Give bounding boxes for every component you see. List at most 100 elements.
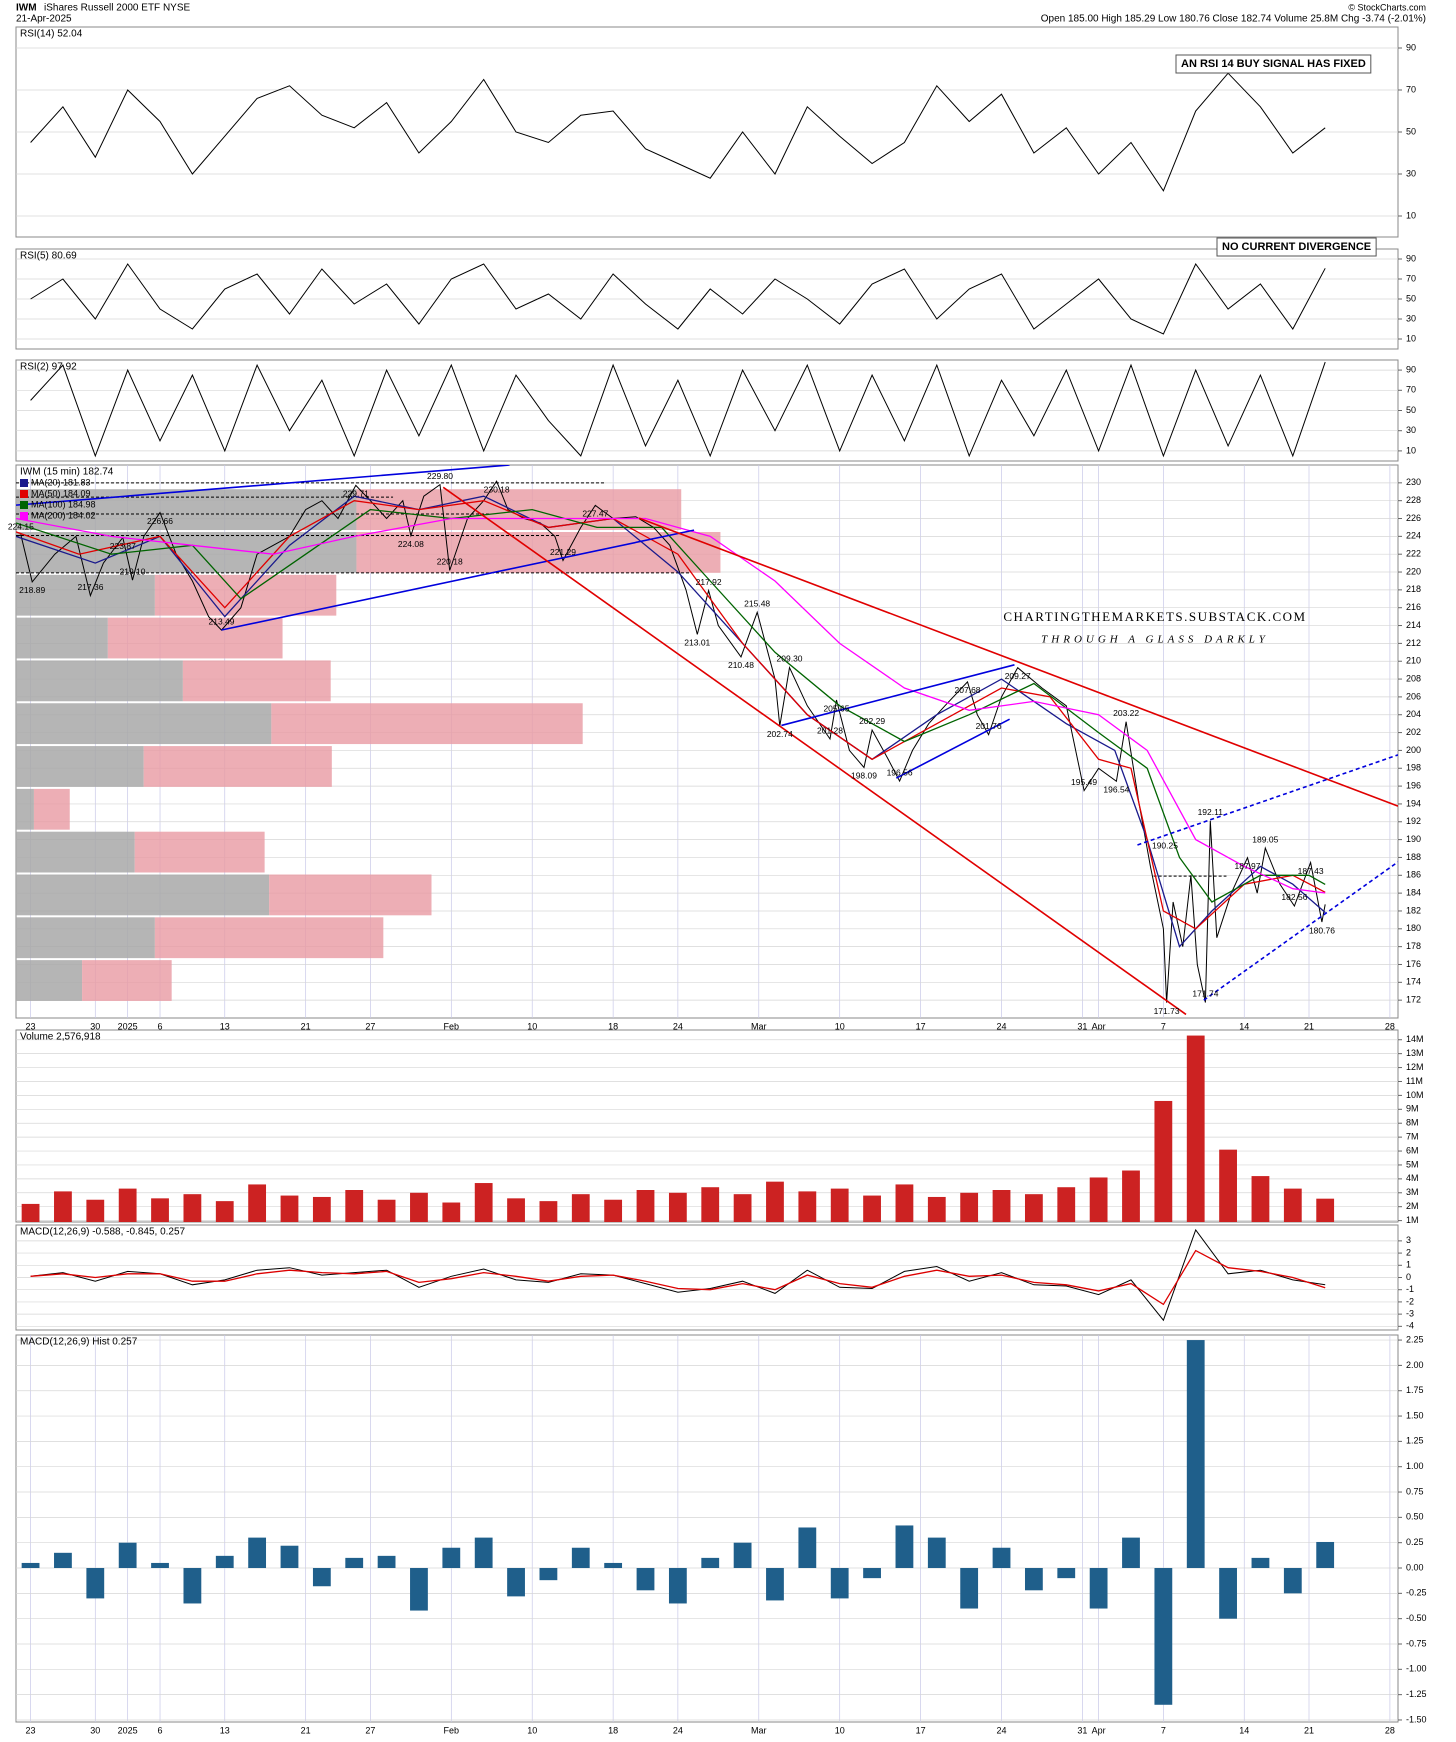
bar	[1122, 1170, 1140, 1222]
y-tick-label: 90	[1406, 42, 1416, 52]
y-tick-label: 180	[1406, 923, 1421, 933]
x-tick-label: 31	[1077, 1725, 1087, 1735]
bar	[21, 1562, 40, 1569]
y-tick-label: 30	[1406, 168, 1416, 178]
y-tick-label: 206	[1406, 691, 1421, 701]
bar	[248, 1184, 267, 1222]
price-annotation: 205.65	[823, 703, 849, 713]
panel-title: MACD(12,26,9) Hist 0.257	[20, 1337, 138, 1348]
x-tick-label: 21	[1304, 1021, 1314, 1031]
price-annotation: 220.18	[437, 557, 463, 567]
x-tick-label: Apr	[1092, 1021, 1106, 1031]
bar	[539, 1201, 558, 1222]
y-tick-label: 0.25	[1406, 1537, 1424, 1547]
price-annotation: 201.28	[817, 725, 843, 735]
y-tick-label: 184	[1406, 888, 1421, 898]
y-tick-label: 14M	[1406, 1034, 1424, 1044]
volume-by-price-down	[16, 788, 34, 830]
y-tick-label: 30	[1406, 313, 1416, 323]
x-tick-label: 7	[1161, 1021, 1166, 1031]
price-annotation: 196.54	[1103, 785, 1129, 795]
y-tick-label: 204	[1406, 709, 1421, 719]
y-tick-label: 220	[1406, 566, 1421, 576]
bar	[1251, 1176, 1270, 1222]
bar	[1219, 1149, 1237, 1222]
bar	[1251, 1557, 1270, 1569]
price-annotation: 213.49	[209, 616, 235, 626]
bar	[474, 1537, 493, 1569]
y-tick-label: 190	[1406, 834, 1421, 844]
x-tick-label: 13	[220, 1021, 230, 1031]
y-tick-label: 172	[1406, 995, 1421, 1005]
price-annotation: 223.87	[110, 541, 136, 551]
trendline	[895, 718, 1010, 779]
bar	[571, 1547, 590, 1569]
bar	[895, 1525, 914, 1569]
annotation-box	[1175, 54, 1372, 74]
x-tick-label: 6	[158, 1725, 163, 1735]
volume-by-price-down	[16, 574, 155, 616]
y-tick-label: -1	[1406, 1284, 1414, 1294]
volume-by-price-down	[16, 617, 108, 659]
bar	[54, 1191, 72, 1222]
x-tick-label: 2025	[118, 1725, 138, 1735]
y-tick-label: 3M	[1406, 1187, 1419, 1197]
price-annotation: 182.56	[1281, 892, 1307, 902]
price-annotation: 218.89	[19, 585, 45, 595]
volume-by-price-down	[16, 703, 272, 745]
volume-by-price-up	[82, 960, 172, 1001]
panel-title: Volume 2,576,918	[20, 1032, 101, 1043]
x-tick-label: 28	[1385, 1021, 1395, 1031]
x-tick-label: Mar	[751, 1725, 767, 1735]
y-tick-label: 200	[1406, 745, 1421, 755]
legend-entry: MA(20) 181.83	[31, 477, 91, 487]
x-tick-label: Feb	[444, 1021, 460, 1031]
price-annotation: 227.47	[582, 509, 608, 519]
bar	[1283, 1188, 1302, 1222]
price-annotation: 210.48	[728, 660, 754, 670]
bar	[183, 1568, 202, 1604]
y-tick-label: 50	[1406, 293, 1416, 303]
bar	[668, 1568, 687, 1604]
bar	[668, 1192, 687, 1222]
x-tick-label: 21	[301, 1021, 311, 1031]
y-tick-label: 7M	[1406, 1132, 1419, 1142]
trendline	[1203, 861, 1398, 1001]
y-tick-label: 198	[1406, 763, 1421, 773]
trendline	[1137, 754, 1398, 846]
y-tick-label: -2	[1406, 1296, 1414, 1306]
bar	[830, 1188, 849, 1222]
x-tick-label: 30	[90, 1725, 100, 1735]
volume-by-price-up	[107, 617, 283, 659]
panel-title: RSI(2) 97.92	[20, 362, 77, 373]
legend-entry: MA(100) 184.98	[31, 499, 96, 509]
bar	[604, 1562, 623, 1569]
bar	[118, 1188, 137, 1222]
price-annotation: 219.10	[120, 566, 146, 576]
y-tick-label: 70	[1406, 273, 1416, 283]
price-annotation: 229.80	[427, 471, 453, 481]
volume-by-price-up	[143, 746, 332, 787]
bar	[1024, 1568, 1043, 1591]
y-tick-label: 10	[1406, 333, 1416, 343]
y-tick-label: 50	[1406, 405, 1416, 415]
bar	[895, 1184, 914, 1222]
volume-by-price-down	[16, 831, 135, 873]
price-annotation: 213.01	[684, 638, 710, 648]
y-tick-label: 13M	[1406, 1048, 1424, 1058]
price-annotation: 187.43	[1298, 866, 1324, 876]
bar	[86, 1568, 105, 1599]
price-annotation: 207.68	[955, 685, 981, 695]
x-tick-label: 23	[26, 1021, 36, 1031]
chart-date: 21-Apr-2025	[16, 14, 72, 25]
bar	[280, 1545, 299, 1569]
y-tick-label: 224	[1406, 531, 1421, 541]
volume-by-price-down	[16, 489, 357, 531]
bar	[733, 1542, 752, 1569]
bar	[86, 1199, 105, 1222]
price-annotation: 180.76	[1309, 925, 1335, 935]
y-tick-label: -0.75	[1406, 1638, 1427, 1648]
price-annotation: 217.92	[696, 577, 722, 587]
bar	[1283, 1568, 1302, 1594]
